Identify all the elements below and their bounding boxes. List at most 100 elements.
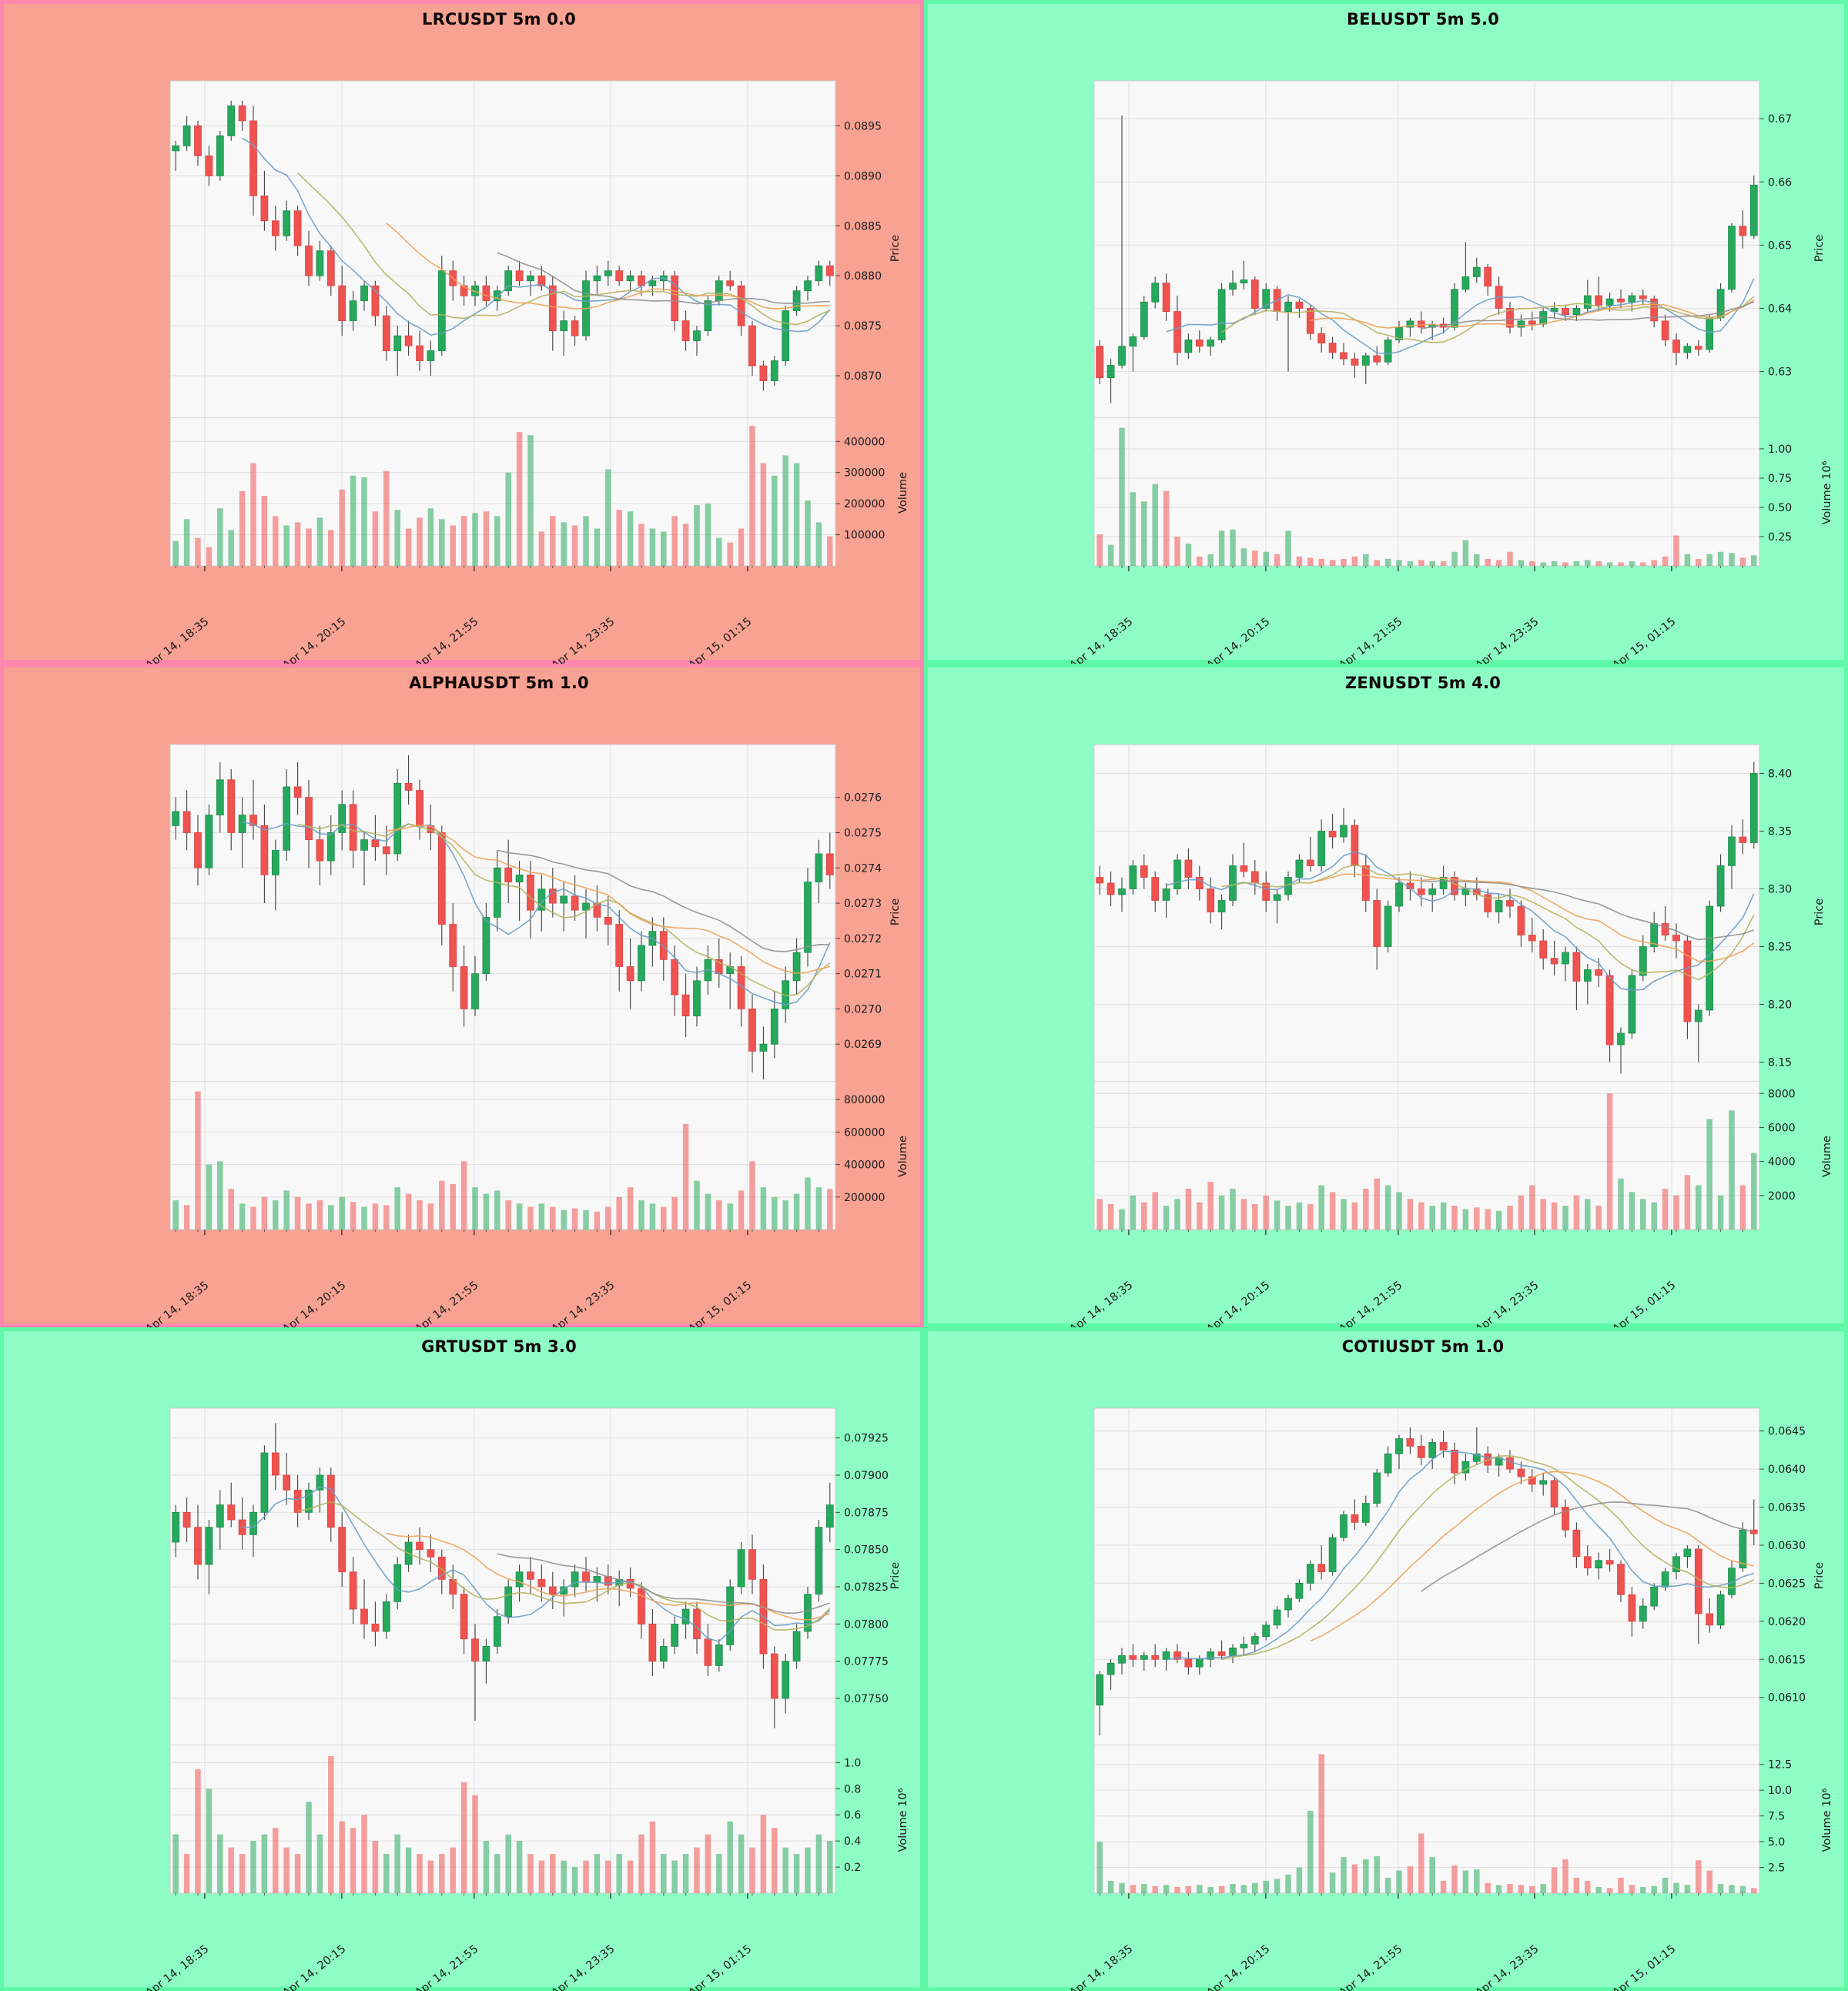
svg-text:0.4: 0.4 (844, 1835, 861, 1848)
svg-text:600000: 600000 (844, 1126, 885, 1139)
svg-text:Volume 10⁶: Volume 10⁶ (1821, 1788, 1833, 1852)
candlestick-volume-plot: 0.07925 0.07900 0.07875 0.07850 0.07825 0.078… (143, 1407, 909, 1991)
svg-text:Apr 14, 23:35: Apr 14, 23:35 (549, 1943, 617, 1991)
svg-text:8.40: 8.40 (1768, 768, 1792, 781)
svg-text:0.0625: 0.0625 (1768, 1578, 1806, 1590)
candlestick-volume-plot: 0.0895 0.0890 0.0885 0.0880 0.0875 0.0870 4000… (143, 80, 909, 668)
svg-text:Apr 14, 20:15: Apr 14, 20:15 (280, 1943, 348, 1991)
svg-text:Volume 10⁶: Volume 10⁶ (1821, 460, 1833, 524)
svg-text:0.0615: 0.0615 (1768, 1654, 1806, 1666)
svg-text:0.07825: 0.07825 (844, 1581, 889, 1594)
candlestick-volume-plot: 0.0645 0.0640 0.0635 0.0630 0.0625 0.0620 0.06… (1067, 1407, 1833, 1991)
svg-text:0.75: 0.75 (1768, 473, 1792, 485)
chart-panel-lrcusdt: LRCUSDT 5m 0.0 0.0895 0.0890 0.0885 0.0880 0… (0, 0, 924, 668)
svg-text:Apr 14, 23:35: Apr 14, 23:35 (1473, 1280, 1541, 1331)
chart-title: ALPHAUSDT 5m 1.0 (409, 674, 589, 692)
svg-text:0.8: 0.8 (844, 1783, 861, 1795)
svg-text:0.07850: 0.07850 (844, 1544, 889, 1557)
svg-text:Apr 14, 21:55: Apr 14, 21:55 (413, 1943, 480, 1991)
svg-text:0.07900: 0.07900 (844, 1470, 889, 1482)
svg-text:300000: 300000 (844, 467, 885, 480)
svg-text:Volume 10⁶: Volume 10⁶ (897, 1788, 909, 1852)
svg-text:0.65: 0.65 (1768, 239, 1792, 252)
svg-text:0.0271: 0.0271 (844, 969, 882, 981)
svg-text:0.0273: 0.0273 (844, 898, 882, 910)
svg-text:7.5: 7.5 (1768, 1811, 1785, 1823)
svg-text:1.0: 1.0 (844, 1757, 861, 1769)
chart-title: LRCUSDT 5m 0.0 (421, 10, 576, 28)
svg-text:Apr 14, 21:55: Apr 14, 21:55 (1337, 1280, 1404, 1331)
svg-text:0.0275: 0.0275 (844, 827, 882, 839)
svg-text:Apr 15, 01:15: Apr 15, 01:15 (1610, 1943, 1678, 1991)
chart-title: COTIUSDT 5m 1.0 (1341, 1337, 1505, 1356)
svg-text:0.0645: 0.0645 (1768, 1426, 1806, 1438)
svg-text:Volume: Volume (897, 472, 909, 514)
svg-text:0.07800: 0.07800 (844, 1618, 889, 1631)
svg-text:0.0620: 0.0620 (1768, 1616, 1806, 1628)
svg-text:Apr 14, 18:35: Apr 14, 18:35 (143, 616, 211, 668)
chart-title: ZENUSDT 5m 4.0 (1344, 674, 1502, 692)
svg-text:Apr 14, 20:15: Apr 14, 20:15 (280, 1280, 348, 1331)
svg-text:Apr 15, 01:15: Apr 15, 01:15 (1610, 616, 1678, 668)
svg-text:Apr 14, 20:15: Apr 14, 20:15 (280, 616, 348, 668)
candlestick-volume-plot: 8.40 8.35 8.30 8.25 8.20 8.15 8000 6000 4000 2000… (1067, 744, 1833, 1331)
svg-text:0.07750: 0.07750 (844, 1693, 889, 1705)
svg-text:Apr 14, 20:15: Apr 14, 20:15 (1204, 1943, 1272, 1991)
svg-text:0.0276: 0.0276 (844, 792, 882, 805)
svg-text:10.0: 10.0 (1768, 1785, 1792, 1797)
svg-text:0.0635: 0.0635 (1768, 1502, 1806, 1514)
svg-text:Price: Price (1813, 1562, 1826, 1589)
svg-text:Apr 14, 23:35: Apr 14, 23:35 (549, 616, 617, 668)
svg-text:Apr 14, 23:35: Apr 14, 23:35 (1473, 616, 1541, 668)
chart-panel-zenusdt: ZENUSDT 5m 4.0 8.40 8.35 8.30 8.25 8.20 8.15 8… (924, 664, 1848, 1331)
svg-text:8.35: 8.35 (1768, 826, 1792, 838)
svg-text:0.0270: 0.0270 (844, 1003, 882, 1016)
svg-text:8000: 8000 (1768, 1088, 1796, 1100)
chart-panel-alphausdt: ALPHAUSDT 5m 1.0 0.0276 0.0275 0.0274 0.027… (0, 664, 924, 1331)
chart-title: GRTUSDT 5m 3.0 (421, 1337, 577, 1356)
svg-text:Apr 15, 01:15: Apr 15, 01:15 (1610, 1280, 1678, 1331)
svg-text:0.63: 0.63 (1768, 366, 1792, 379)
svg-text:Apr 14, 18:35: Apr 14, 18:35 (143, 1943, 211, 1991)
svg-text:Apr 14, 20:15: Apr 14, 20:15 (1204, 616, 1272, 668)
svg-text:Apr 14, 18:35: Apr 14, 18:35 (143, 1280, 211, 1331)
svg-text:Volume: Volume (897, 1136, 909, 1177)
svg-text:0.6: 0.6 (844, 1809, 861, 1822)
chart-panel-cotiusdt: COTIUSDT 5m 1.0 0.0645 0.0640 0.0635 0.0630… (924, 1327, 1848, 1991)
svg-text:0.0880: 0.0880 (844, 270, 882, 283)
svg-text:0.0630: 0.0630 (1768, 1540, 1806, 1552)
svg-text:Price: Price (889, 898, 902, 925)
svg-text:8.30: 8.30 (1768, 884, 1792, 896)
svg-text:0.2: 0.2 (844, 1862, 861, 1874)
candlestick-volume-plot: 0.67 0.66 0.65 0.64 0.63 1.00 0.75 0.50 0.25 Apr … (1067, 80, 1833, 668)
svg-text:Apr 14, 23:35: Apr 14, 23:35 (1473, 1943, 1541, 1991)
svg-text:Apr 15, 01:15: Apr 15, 01:15 (686, 1943, 754, 1991)
svg-text:Apr 14, 18:35: Apr 14, 18:35 (1067, 1280, 1135, 1331)
svg-text:0.0885: 0.0885 (844, 220, 882, 233)
svg-text:Price: Price (1813, 898, 1826, 925)
svg-text:0.64: 0.64 (1768, 303, 1792, 315)
svg-text:0.07925: 0.07925 (844, 1433, 889, 1445)
svg-text:0.67: 0.67 (1768, 113, 1792, 125)
svg-text:Apr 14, 18:35: Apr 14, 18:35 (1067, 1943, 1135, 1991)
svg-text:0.25: 0.25 (1768, 531, 1792, 544)
svg-text:200000: 200000 (844, 1192, 885, 1204)
svg-text:0.0890: 0.0890 (844, 170, 882, 182)
svg-text:Price: Price (889, 235, 902, 262)
svg-text:4000: 4000 (1768, 1156, 1796, 1169)
svg-text:Apr 14, 21:55: Apr 14, 21:55 (1337, 1943, 1404, 1991)
svg-text:Price: Price (889, 1562, 902, 1589)
svg-text:Apr 14, 20:15: Apr 14, 20:15 (1204, 1280, 1272, 1331)
svg-text:0.0269: 0.0269 (844, 1039, 882, 1051)
svg-text:100000: 100000 (844, 530, 885, 542)
svg-text:8.20: 8.20 (1768, 999, 1792, 1012)
svg-text:8.15: 8.15 (1768, 1057, 1792, 1069)
svg-text:Apr 15, 01:15: Apr 15, 01:15 (686, 616, 754, 668)
svg-text:Apr 14, 18:35: Apr 14, 18:35 (1067, 616, 1135, 668)
svg-text:0.0875: 0.0875 (844, 320, 882, 333)
svg-text:Apr 14, 23:35: Apr 14, 23:35 (549, 1280, 617, 1331)
svg-text:0.0274: 0.0274 (844, 862, 882, 875)
svg-text:Apr 14, 21:55: Apr 14, 21:55 (413, 616, 480, 668)
chart-panel-belusdt: BELUSDT 5m 5.0 0.67 0.66 0.65 0.64 0.63 1.00 0… (924, 0, 1848, 668)
